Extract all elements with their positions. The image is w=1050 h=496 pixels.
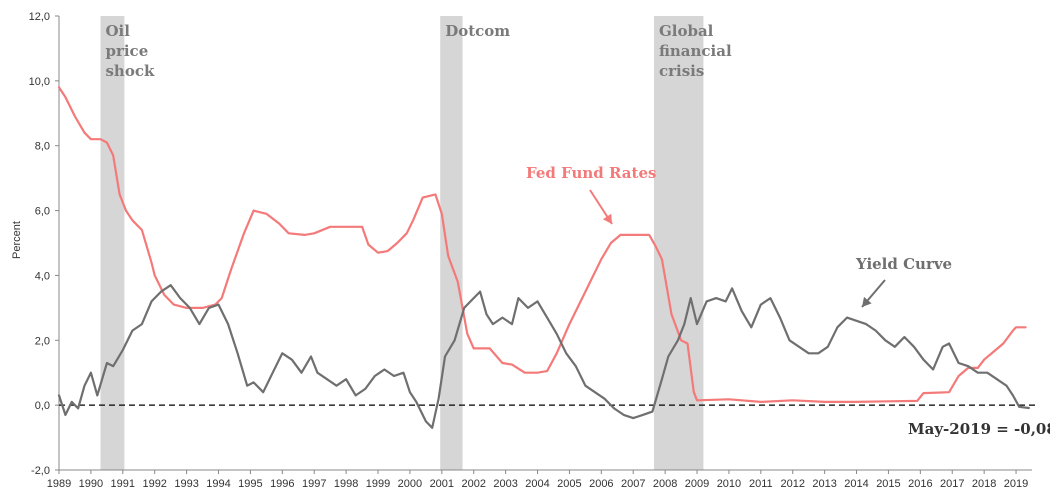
x-tick-label: 2017 (940, 478, 964, 490)
y-tick-label: 2,0 (35, 335, 50, 347)
x-tick-label: 2010 (717, 478, 741, 490)
recession-band-2 (653, 16, 704, 470)
series-line-yield-curve (57, 284, 1030, 429)
recession-label-1-line-0: Dotcom (445, 22, 510, 40)
x-tick-label: 2002 (461, 478, 485, 490)
recession-labels: Oil price shock Dotcom Global financial crisis (105, 22, 731, 80)
x-tick-label: 2001 (430, 478, 454, 490)
recession-label-0-line-1: price (105, 42, 148, 60)
x-tick-label: 2008 (653, 478, 677, 490)
x-tick-label: 1992 (142, 478, 166, 490)
y-tick-label: -2,0 (31, 465, 50, 477)
x-tick-label: 2019 (1004, 478, 1028, 490)
fed-fund-rates-label: Fed Fund Rates (526, 164, 656, 182)
x-tick-label: 1995 (238, 478, 262, 490)
x-tick-label: 1993 (174, 478, 198, 490)
recession-band-1 (440, 16, 463, 470)
y-axis-label: Percent (11, 221, 23, 259)
x-tick-label: 2011 (749, 478, 773, 490)
x-tick-label: 2016 (908, 478, 932, 490)
latest-value-label: May-2019 = -0,087 (908, 420, 1050, 438)
fed-fund-rates-arrow-head (602, 213, 612, 224)
y-tick-label: 0,0 (35, 400, 50, 412)
x-tick-label: 2000 (398, 478, 422, 490)
annotation-arrows (589, 189, 886, 308)
x-tick-label: 2006 (589, 478, 613, 490)
x-tick-label: 2007 (621, 478, 645, 490)
yield-curve-label: Yield Curve (855, 255, 952, 273)
x-tick-label: 2009 (685, 478, 709, 490)
x-tick-label: 1996 (270, 478, 294, 490)
x-tick-label: 2015 (876, 478, 900, 490)
recession-label-0-line-0: Oil (105, 22, 130, 40)
x-tick-label: 1990 (79, 478, 103, 490)
x-tick-label: 1994 (206, 478, 230, 490)
y-tick-label: 8,0 (35, 141, 50, 153)
y-tick-label: 6,0 (35, 206, 50, 218)
y-tick-label: 10,0 (29, 76, 50, 88)
recession-bands (100, 16, 704, 470)
x-tick-label: 1991 (111, 478, 135, 490)
series-line-fed-fund-rates (57, 86, 1027, 403)
recession-label-2-line-1: financial (659, 42, 732, 60)
x-tick-label: 2012 (780, 478, 804, 490)
recession-label-2-line-2: crisis (659, 62, 704, 80)
series-lines (57, 86, 1030, 429)
x-tick-label: 1998 (334, 478, 358, 490)
axes: -2,0 0,0 2,0 4,0 6,0 8,0 10,0 12,0 1989 1990 1991 1… (29, 11, 1036, 490)
recession-band-0 (100, 16, 125, 470)
x-tick-label: 2004 (525, 478, 549, 490)
y-tick-label: 4,0 (35, 270, 50, 282)
recession-label-2-line-0: Global (659, 22, 714, 40)
x-tick-label: 2003 (493, 478, 517, 490)
x-tick-label: 2018 (972, 478, 996, 490)
recession-label-0-line-2: shock (105, 62, 154, 80)
x-tick-label: 2005 (557, 478, 581, 490)
yield-curve-arrow-head (862, 296, 872, 307)
x-tick-label: 1997 (302, 478, 326, 490)
x-tick-label: 1989 (47, 478, 71, 490)
y-tick-label: 12,0 (29, 11, 50, 23)
x-tick-label: 2014 (844, 478, 868, 490)
x-tick-label: 2013 (812, 478, 836, 490)
x-tick-label: 1999 (366, 478, 390, 490)
